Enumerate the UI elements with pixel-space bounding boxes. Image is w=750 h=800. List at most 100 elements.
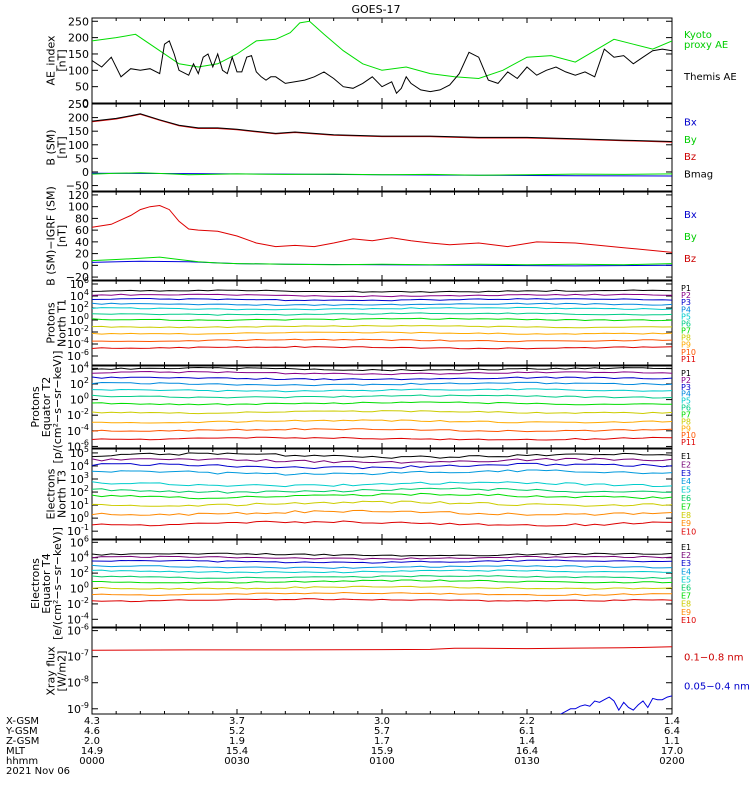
legend-entry-E3: E3 [681,559,691,568]
ephemeris-label: Y-GSM [5,726,38,737]
channel-line-P9 [92,419,672,424]
series-line-themis-ae [92,40,672,95]
channel-line-P8 [92,324,672,329]
legend-entry-P7: P7 [681,410,691,419]
legend-entry-P10: P10 [681,431,696,440]
y-tick-label: 150 [68,48,89,61]
ephemeris-value: 1.4 [519,736,535,747]
legend-entry-E5: E5 [681,486,691,495]
ephemeris-value: 6.4 [664,726,680,737]
date-label: 2021 Nov 06 [6,766,70,777]
y-tick-label: 10-6 [67,438,89,453]
panel-xray: 10-9 10-8 10-7 10-6 Xray flux[W/m2] 0.1−0.8 n… [45,623,750,716]
ephemeris-value: 15.4 [226,746,248,757]
channel-line-E4 [92,564,672,569]
y-tick-label: 104 [70,360,89,375]
ephemeris-value: 17.0 [661,746,683,757]
y-tick-label: −20 [66,271,89,284]
channel-line-P9 [92,331,672,335]
y-axis-label: [nT] [56,225,69,247]
series-group [92,289,672,350]
ephemeris-value: 1.4 [664,716,680,727]
y-tick-label: 100 [70,510,89,525]
channel-line-P8 [92,410,672,415]
ephemeris-value: 15.9 [371,746,393,757]
channel-line-P6 [92,312,672,316]
legend-entry-P1: P1 [681,284,691,293]
legend-entry-E1: E1 [681,543,691,552]
legend-entry-E2: E2 [681,551,691,560]
panel-frame [91,17,673,104]
figure-title: GOES-17 [351,3,400,16]
legend-entry-E3: E3 [681,469,691,478]
y-tick-label: 80 [75,212,89,225]
channel-line-P4 [92,302,672,306]
ephemeris-value: 1.9 [229,736,245,747]
series-line-bx [92,260,672,267]
y-tick-label: 10-8 [67,675,89,690]
channel-line-P2 [92,293,672,298]
ephemeris-value: 0030 [224,756,249,767]
series-group [92,452,672,527]
legend-entry-E8: E8 [681,511,691,520]
y-tick-label: 100 [68,139,89,152]
y-tick-label: 10-2 [67,596,89,611]
y-tick-label: 103 [70,471,89,486]
legend-entry-P4: P4 [681,305,691,314]
ephemeris-value: 14.9 [81,746,103,757]
ephemeris-value: 3.7 [229,716,245,727]
y-tick-label: 10-9 [67,701,89,716]
legend-entry-P8: P8 [681,417,691,426]
series-group [92,366,672,441]
legend-entry: Bx [684,117,697,128]
ephemeris-value: 6.1 [519,726,535,737]
legend-entry: Kyoto [684,30,712,41]
channel-line-E10 [92,520,672,527]
channel-line-P1 [92,366,672,372]
series-group [92,552,672,603]
y-tick-label: 10-4 [67,336,89,351]
channel-line-P5 [92,306,672,311]
ephemeris-table: X-GSM 4.3 3.7 3.0 2.2 1.4 Y-GSM 4.6 5.2 5.7 6.1 6.4… [5,716,685,777]
channel-line-P5 [92,388,672,393]
y-axis-label: [W/m2] [56,651,69,692]
legend-entry-P10: P10 [681,348,696,357]
y-tick-label: 250 [68,98,89,111]
legend-entry-E5: E5 [681,575,691,584]
legend-entry: 0.1−0.8 nm [684,653,743,664]
ephemeris-value: 1.1 [664,736,680,747]
legend-entry-E10: E10 [681,528,696,537]
y-axis-label: [nT] [56,136,69,158]
y-tick-label: 106 [70,276,89,291]
ephemeris-label: hhmm [6,756,38,767]
ephemeris-value: 0000 [79,756,104,767]
y-tick-label: 200 [68,112,89,125]
ephemeris-value: 0200 [659,756,684,767]
y-tick-label: 100 [68,64,89,77]
y-tick-label: −50 [66,180,89,193]
y-axis-label: Protons [29,386,42,427]
channel-line-P6 [92,394,672,399]
y-tick-label: 120 [68,189,89,202]
y-tick-label: 105 [70,445,89,460]
y-tick-label: 104 [70,550,89,565]
ephemeris-value: 5.2 [229,726,245,737]
legend-entry-P9: P9 [681,341,691,350]
ephemeris-label: Z-GSM [6,736,39,747]
y-tick-label: 102 [70,300,89,315]
y-tick-label: 100 [70,392,89,407]
y-tick-label: 200 [68,32,89,45]
channel-line-P3 [92,376,672,381]
channel-line-E8 [92,500,672,507]
legend-entry-E9: E9 [681,519,691,528]
channel-line-E7 [92,579,672,584]
legend-entry-P5: P5 [681,397,691,406]
y-axis-label: Electrons [45,468,58,519]
y-tick-label: 10-6 [67,623,89,638]
y-tick-label: 104 [70,458,89,473]
legend-entry-P11: P11 [681,355,696,364]
channel-line-E4 [92,469,672,476]
